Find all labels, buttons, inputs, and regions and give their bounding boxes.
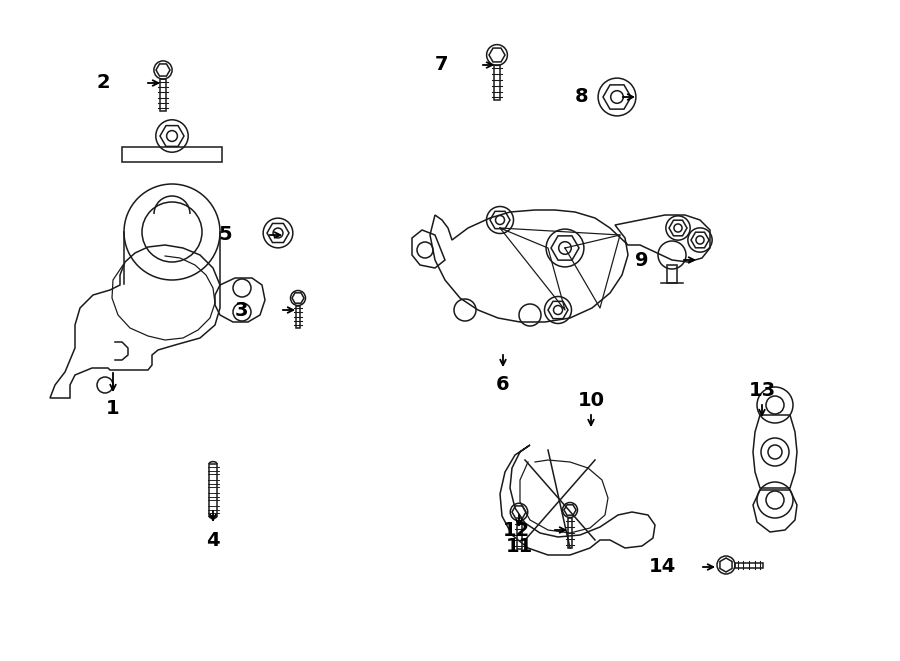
Bar: [296, 305, 301, 327]
Bar: [568, 518, 572, 547]
Text: 11: 11: [506, 537, 533, 555]
Text: 13: 13: [749, 381, 776, 399]
Bar: [667, 265, 677, 283]
Bar: [735, 563, 763, 568]
Text: 14: 14: [649, 557, 676, 576]
Text: 6: 6: [496, 375, 509, 395]
Text: 7: 7: [435, 56, 448, 75]
Bar: [517, 521, 521, 549]
Text: 5: 5: [219, 225, 232, 245]
Text: 12: 12: [503, 520, 530, 539]
Text: 8: 8: [574, 87, 588, 106]
Text: 1: 1: [106, 399, 120, 418]
Text: 10: 10: [578, 391, 605, 410]
Text: 2: 2: [96, 73, 110, 93]
Text: 4: 4: [206, 531, 220, 549]
Bar: [494, 65, 500, 100]
Text: 3: 3: [235, 301, 248, 319]
Bar: [209, 464, 217, 516]
Bar: [160, 79, 166, 111]
Bar: [122, 147, 222, 162]
Text: 9: 9: [634, 251, 648, 270]
